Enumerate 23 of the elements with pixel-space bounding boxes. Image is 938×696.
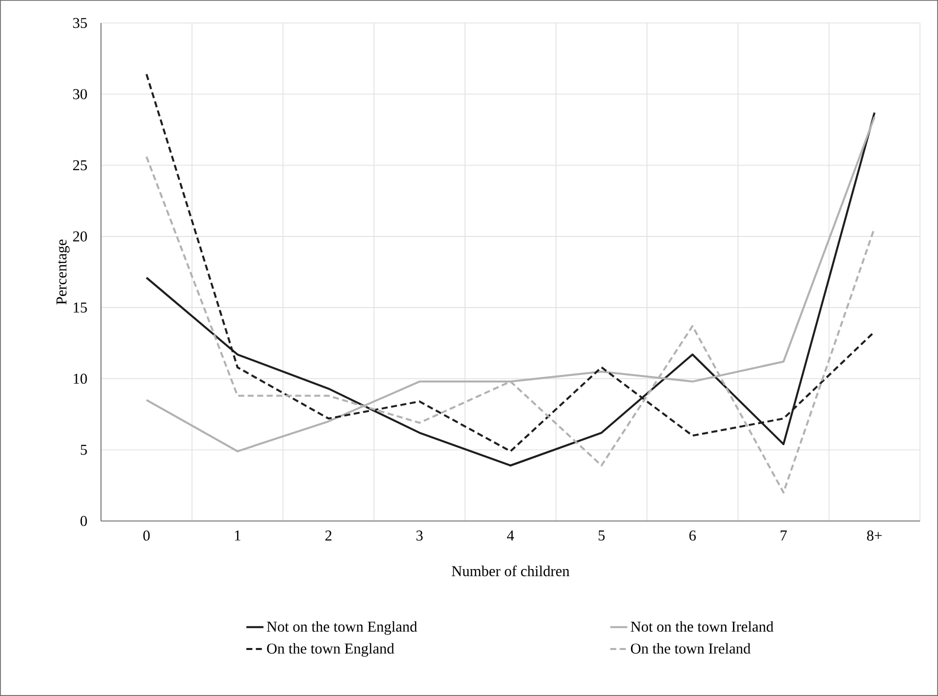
y-tick-label: 0 [80, 516, 87, 526]
legend-label: On the town Ireland [630, 643, 751, 654]
legend-label: On the town England [267, 643, 394, 657]
x-axis-title: Number of children [452, 566, 570, 576]
y-tick-label: 15 [74, 302, 87, 313]
x-tick-label: 2 [325, 530, 332, 540]
y-tick-label: 5 [80, 444, 87, 455]
y-axis-title: Percentage [56, 240, 70, 304]
x-tick-label: 7 [780, 530, 787, 540]
y-tick-label: 30 [73, 89, 87, 100]
legend-label: Not on the town England [266, 621, 418, 635]
y-tick-label: 20 [73, 231, 87, 242]
x-tick-label: 3 [416, 530, 423, 541]
x-tick-label: 5 [598, 530, 605, 540]
x-tick-label: 6 [689, 530, 696, 541]
legend-label: Not on the town Ireland [630, 621, 774, 632]
y-tick-label: 25 [73, 160, 87, 170]
x-tick-label: 8+ [867, 530, 882, 541]
y-tick-label: 35 [73, 18, 87, 28]
y-tick-label: 10 [74, 374, 87, 384]
x-tick-label: 1 [235, 530, 240, 540]
x-tick-label: 4 [507, 530, 514, 540]
x-tick-label: 0 [143, 530, 150, 541]
